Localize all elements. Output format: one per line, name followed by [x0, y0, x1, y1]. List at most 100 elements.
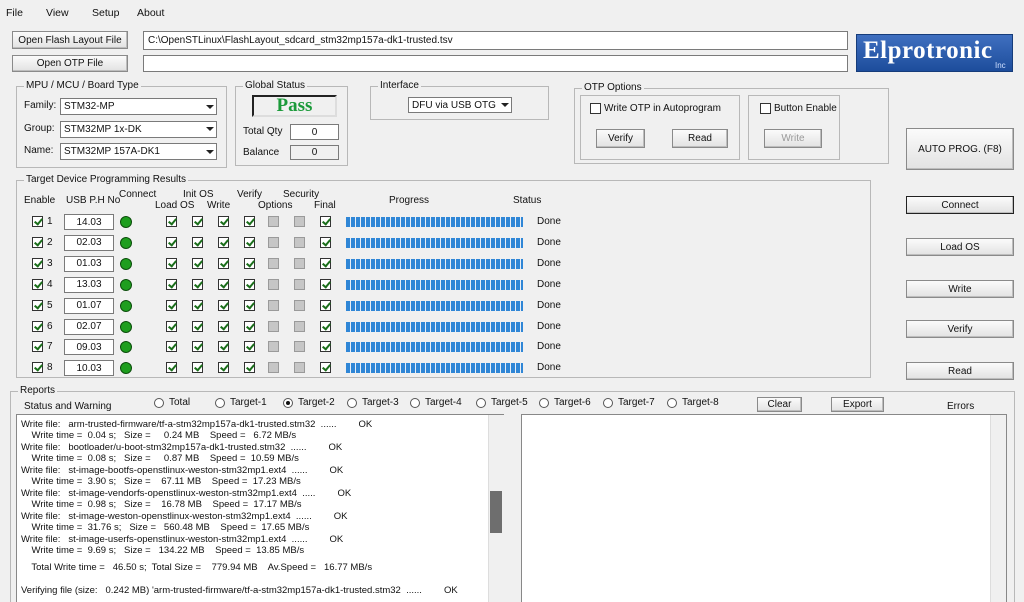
side-button[interactable]: Verify [906, 320, 1014, 338]
step-checkbox[interactable] [166, 341, 177, 353]
step-checkbox[interactable] [166, 299, 177, 311]
open-otp-button[interactable]: Open OTP File [12, 55, 128, 72]
step-checkbox[interactable] [218, 341, 229, 353]
logo-name: Elprotronic [863, 37, 993, 64]
step-checkbox [268, 320, 279, 332]
report-radio[interactable] [476, 398, 486, 408]
log-text: Write file: st-image-bootfs-openstlinux-… [21, 465, 308, 476]
step-checkbox[interactable] [218, 257, 229, 269]
side-button[interactable]: Write [906, 280, 1014, 298]
step-checkbox [294, 299, 305, 311]
write-otp-checkbox[interactable] [590, 103, 601, 114]
enable-checkbox[interactable] [32, 320, 43, 332]
report-radio[interactable] [347, 398, 357, 408]
otp-verify-button[interactable]: Verify [596, 129, 645, 148]
connect-led [120, 216, 132, 228]
enable-checkbox[interactable] [32, 257, 43, 269]
step-checkbox[interactable] [166, 236, 177, 248]
side-button[interactable]: Read [906, 362, 1014, 380]
step-checkbox[interactable] [320, 341, 331, 353]
step-checkbox[interactable] [320, 320, 331, 332]
step-checkbox[interactable] [192, 341, 203, 353]
menu-item[interactable]: Setup [92, 7, 120, 19]
step-checkbox[interactable] [218, 278, 229, 290]
otp-write-button[interactable]: Write [764, 129, 822, 148]
auto-prog-button[interactable]: AUTO PROG. (F8) [906, 128, 1014, 170]
step-checkbox[interactable] [166, 257, 177, 269]
side-button[interactable]: Load OS [906, 238, 1014, 256]
step-checkbox[interactable] [244, 320, 255, 332]
step-checkbox[interactable] [192, 236, 203, 248]
field-combo[interactable]: STM32MP 157A-DK1 [60, 143, 217, 160]
global-status-group-title: Global Status [243, 80, 308, 91]
report-radio[interactable] [283, 398, 293, 408]
step-checkbox[interactable] [218, 216, 229, 227]
step-checkbox[interactable] [244, 236, 255, 248]
step-checkbox[interactable] [320, 299, 331, 311]
step-checkbox[interactable] [166, 216, 177, 227]
clear-button[interactable]: Clear [757, 397, 802, 412]
step-checkbox[interactable] [218, 320, 229, 332]
side-button[interactable]: Connect [906, 196, 1014, 214]
step-checkbox[interactable] [320, 362, 331, 374]
menu-item[interactable]: About [137, 7, 165, 19]
step-checkbox[interactable] [192, 216, 203, 227]
step-checkbox[interactable] [218, 362, 229, 374]
step-checkbox[interactable] [218, 236, 229, 248]
log-line: Write file: bootloader/u-boot-stm32mp157… [21, 442, 342, 454]
enable-checkbox[interactable] [32, 278, 43, 290]
step-checkbox[interactable] [244, 257, 255, 269]
step-checkbox[interactable] [320, 257, 331, 269]
report-radio[interactable] [154, 398, 164, 408]
step-checkbox[interactable] [320, 216, 331, 227]
step-checkbox[interactable] [320, 278, 331, 290]
log-text: Write file: st-image-userfs-openstlinux-… [21, 534, 308, 545]
export-button[interactable]: Export [831, 397, 884, 412]
enable-checkbox[interactable] [32, 362, 43, 374]
step-checkbox[interactable] [244, 341, 255, 353]
step-checkbox[interactable] [244, 278, 255, 290]
row-status: Done [537, 278, 561, 290]
progress-track [346, 217, 523, 227]
enable-checkbox[interactable] [32, 299, 43, 311]
step-checkbox[interactable] [244, 299, 255, 311]
button-enable-checkbox[interactable] [760, 103, 771, 114]
enable-checkbox[interactable] [32, 216, 43, 227]
step-checkbox[interactable] [192, 299, 203, 311]
report-radio[interactable] [603, 398, 613, 408]
column-header: Verify [237, 189, 263, 200]
progress-track [346, 258, 523, 269]
step-checkbox[interactable] [166, 362, 177, 374]
step-checkbox[interactable] [166, 320, 177, 332]
step-checkbox[interactable] [192, 320, 203, 332]
step-checkbox[interactable] [244, 216, 255, 227]
reports-group-title: Reports [18, 385, 58, 396]
step-checkbox[interactable] [192, 362, 203, 374]
log-line: Write file: st-image-bootfs-openstlinux-… [21, 465, 343, 477]
enable-checkbox[interactable] [32, 236, 43, 248]
open-flash-button[interactable]: Open Flash Layout File [12, 31, 128, 49]
step-checkbox[interactable] [192, 278, 203, 290]
log-text: Verifying file (size: 0.242 MB) 'arm-tru… [21, 585, 422, 596]
step-checkbox[interactable] [218, 299, 229, 311]
step-checkbox[interactable] [320, 236, 331, 248]
menu-item[interactable]: View [46, 7, 69, 19]
progress-fill [346, 342, 523, 353]
report-radio[interactable] [215, 398, 225, 408]
otp-read-button[interactable]: Read [672, 129, 728, 148]
report-radio[interactable] [667, 398, 677, 408]
field-combo[interactable]: STM32MP 1x-DK [60, 120, 217, 138]
menu-item[interactable]: File [6, 7, 23, 19]
log-line: Write file: st-image-userfs-openstlinux-… [21, 534, 343, 546]
step-checkbox[interactable] [166, 278, 177, 290]
otp-path [143, 55, 848, 72]
report-radio[interactable] [539, 398, 549, 408]
step-checkbox[interactable] [192, 257, 203, 269]
target-number: 8 [47, 362, 53, 374]
step-checkbox[interactable] [244, 362, 255, 374]
interface-combo[interactable]: DFU via USB OTG [408, 97, 512, 113]
enable-checkbox[interactable] [32, 341, 43, 353]
report-radio[interactable] [410, 398, 420, 408]
field-combo[interactable]: STM32-MP [60, 98, 217, 115]
